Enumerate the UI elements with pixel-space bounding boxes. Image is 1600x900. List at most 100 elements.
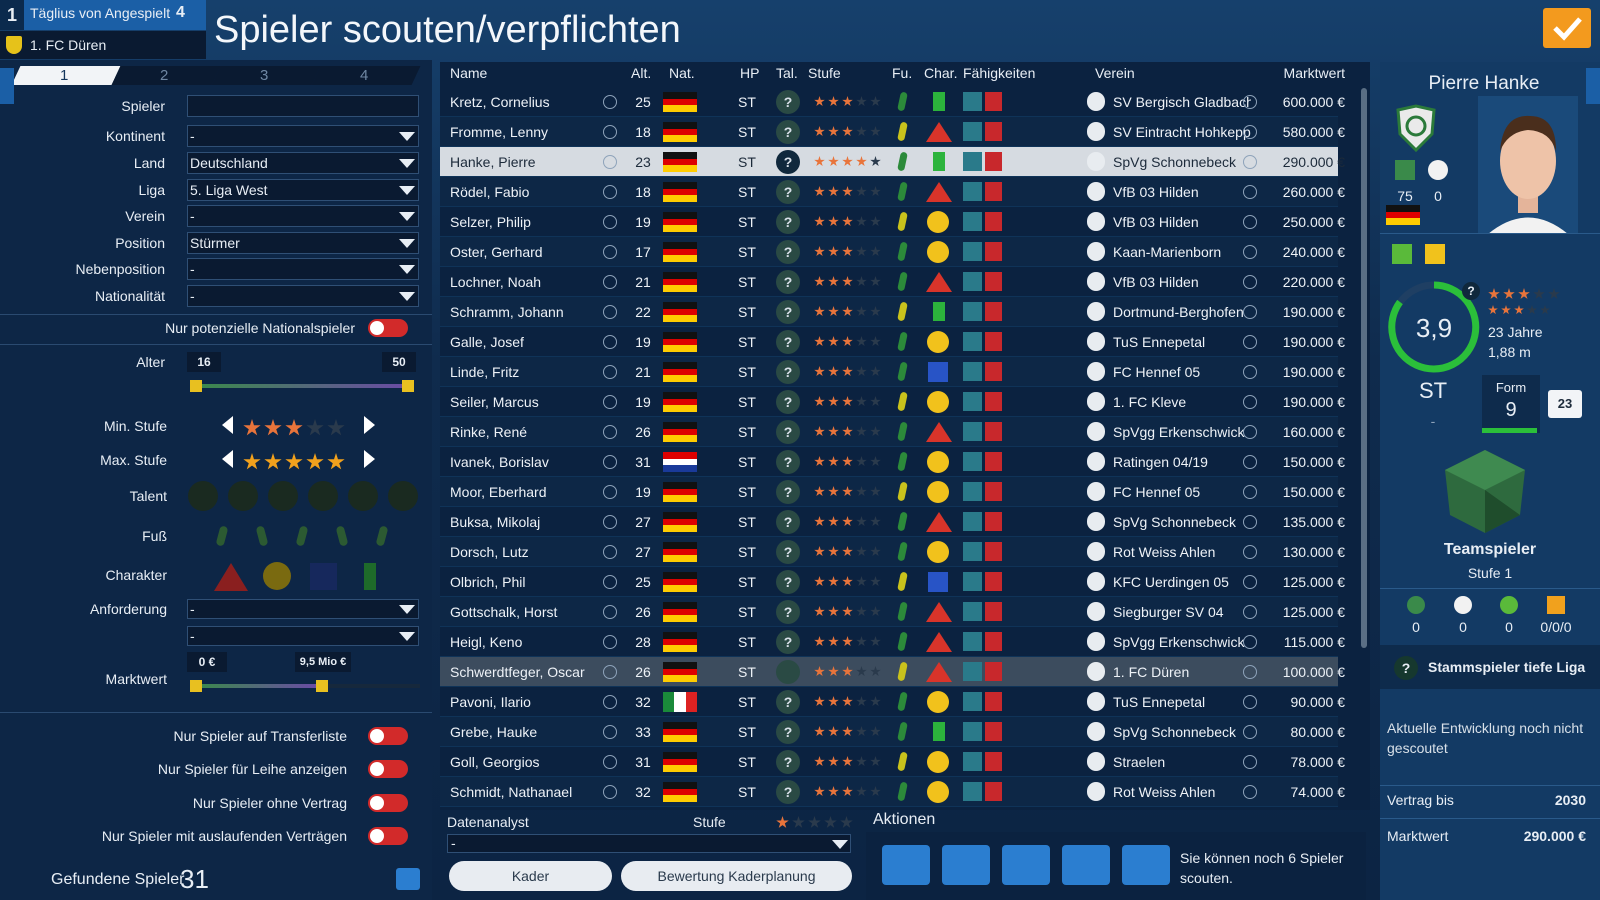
talent-option[interactable]: [268, 481, 298, 511]
star: [842, 546, 853, 557]
player-row[interactable]: [440, 297, 1338, 327]
star: [842, 186, 853, 197]
flag: [663, 572, 697, 593]
slider-track[interactable]: [196, 684, 420, 688]
player-row[interactable]: [440, 507, 1338, 537]
confirm-button[interactable]: [1543, 8, 1591, 48]
flag-stripe: [663, 122, 697, 129]
club-logo: [1087, 662, 1105, 681]
player-row[interactable]: [440, 327, 1338, 357]
char-option[interactable]: [214, 563, 248, 591]
flag-stripe: [663, 345, 697, 353]
talent-option[interactable]: [308, 481, 338, 511]
filter-input[interactable]: [187, 152, 419, 174]
player-row[interactable]: [440, 177, 1338, 207]
player-row[interactable]: [440, 537, 1338, 567]
toggle[interactable]: [368, 727, 408, 745]
talent-icon: [776, 750, 800, 774]
flag-stripe: [663, 255, 697, 263]
flag-stripe: [663, 182, 697, 189]
talent-option[interactable]: [188, 481, 218, 511]
club-logo: [1396, 104, 1436, 152]
talent-option[interactable]: [228, 481, 258, 511]
slider-track[interactable]: [196, 384, 410, 388]
star: [814, 306, 825, 317]
analyst-input[interactable]: [447, 834, 851, 853]
player-row[interactable]: [440, 657, 1338, 687]
player-row[interactable]: [440, 417, 1338, 447]
player-row[interactable]: [440, 267, 1338, 297]
char-option[interactable]: [310, 563, 337, 590]
talent-icon: [776, 660, 800, 684]
info-icon: [603, 755, 617, 769]
player-row[interactable]: [440, 477, 1338, 507]
player-row[interactable]: [440, 717, 1338, 747]
player-row[interactable]: [440, 237, 1338, 267]
side-arrow[interactable]: [1586, 68, 1600, 104]
button-label: Kader: [511, 868, 550, 884]
club-logo: [1087, 302, 1105, 321]
player-row[interactable]: [440, 597, 1338, 627]
action-button[interactable]: [449, 861, 612, 891]
talent-icon: [776, 540, 800, 564]
info-icon: [1243, 545, 1257, 559]
side-arrow[interactable]: [0, 68, 14, 104]
player-row[interactable]: [440, 87, 1338, 117]
action-icon-button[interactable]: [1002, 845, 1050, 885]
toggle[interactable]: [368, 760, 408, 778]
talent-icon: [776, 90, 800, 114]
filter-label: Nebenposition: [75, 261, 165, 277]
player-row[interactable]: [440, 777, 1338, 807]
action-icon-button[interactable]: [882, 845, 930, 885]
action-icon-button[interactable]: [942, 845, 990, 885]
player-row[interactable]: [440, 147, 1338, 177]
toggle[interactable]: [368, 827, 408, 845]
star: [1527, 305, 1537, 315]
slider-handle: [402, 380, 414, 392]
player-row[interactable]: [440, 207, 1338, 237]
action-button[interactable]: [621, 861, 852, 891]
requirement-input[interactable]: [187, 626, 419, 646]
requirement-input[interactable]: [187, 599, 419, 619]
char-option[interactable]: [263, 562, 291, 590]
club-name: TuS Ennepetal: [1113, 333, 1206, 350]
player-row[interactable]: [440, 387, 1338, 417]
arrow-left[interactable]: [222, 416, 233, 434]
arrow-right[interactable]: [364, 416, 375, 434]
player-row[interactable]: [440, 627, 1338, 657]
filter-input[interactable]: [187, 258, 419, 280]
star: [842, 486, 853, 497]
star: [828, 426, 839, 437]
requirement-label: Anforderung: [89, 601, 167, 617]
filter-input[interactable]: [187, 125, 419, 147]
filter-input[interactable]: [187, 179, 419, 201]
player-row[interactable]: [440, 567, 1338, 597]
filter-input[interactable]: [187, 205, 419, 227]
club-name: FC Hennef 05: [1113, 363, 1201, 380]
player-row[interactable]: [440, 747, 1338, 777]
star: [842, 756, 853, 767]
filter-input[interactable]: [187, 232, 419, 254]
player-row[interactable]: [440, 447, 1338, 477]
filter-input[interactable]: [187, 285, 419, 307]
toggle[interactable]: [368, 319, 408, 337]
action-icon-button[interactable]: [1062, 845, 1110, 885]
clear-button[interactable]: [396, 868, 420, 890]
player-row[interactable]: [440, 357, 1338, 387]
arrow-right[interactable]: [364, 450, 375, 468]
flag: [663, 722, 697, 743]
talent-option[interactable]: [388, 481, 418, 511]
talent-option[interactable]: [348, 481, 378, 511]
player-row[interactable]: [440, 117, 1338, 147]
star: [814, 726, 825, 737]
star: [856, 486, 867, 497]
toggle[interactable]: [368, 794, 408, 812]
player-row[interactable]: [440, 687, 1338, 717]
talent-unknown: ?: [783, 363, 793, 380]
arrow-left[interactable]: [222, 450, 233, 468]
star: [828, 606, 839, 617]
char-option[interactable]: [364, 563, 376, 590]
filter-input[interactable]: [187, 95, 419, 117]
profile-divider: [1380, 785, 1600, 786]
action-icon-button[interactable]: [1122, 845, 1170, 885]
